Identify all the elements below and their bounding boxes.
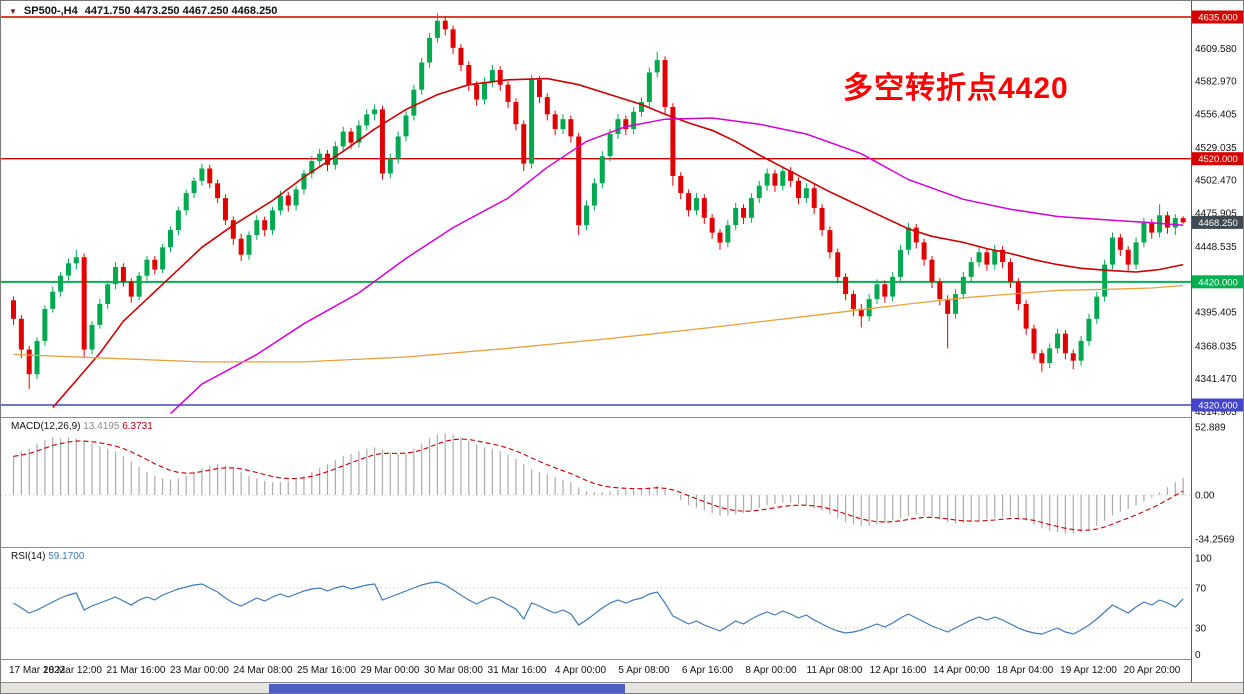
macd-histogram (1, 433, 1191, 534)
time-axis-label: 8 Apr 00:00 (745, 665, 797, 676)
time-axis-label: 29 Mar 00:00 (361, 665, 420, 676)
rsi-axis-tick: 0 (1195, 650, 1201, 661)
price-tag-4320 (1192, 398, 1243, 412)
price-tag-4320-text: 4320.000 (1198, 401, 1238, 412)
time-axis-label: 6 Apr 16:00 (682, 665, 734, 676)
current-price-tag (1192, 215, 1243, 229)
time-axis-label: 30 Mar 08:00 (424, 665, 483, 676)
macd-signal-value: 6.3731 (122, 421, 153, 432)
macd-axis-tick: 52.889 (1195, 423, 1226, 434)
price-axis-tick: 4314.905 (1195, 407, 1237, 418)
time-axis-label: 12 Apr 16:00 (870, 665, 927, 676)
candlestick-series (11, 13, 1186, 389)
time-axis-label: 4 Apr 00:00 (555, 665, 607, 676)
price-axis-tick: 4556.405 (1195, 109, 1237, 120)
price-axis-tick: 4609.580 (1195, 44, 1237, 55)
price-axis-tick: 4368.035 (1195, 341, 1237, 352)
price-hlines (1, 16, 1191, 406)
price-axis-tick: 4529.035 (1195, 143, 1237, 154)
ma-slow-line (13, 284, 1184, 363)
rsi-axis-tick: 100 (1195, 554, 1212, 565)
time-axis-label: 31 Mar 16:00 (488, 665, 547, 676)
annotation-text: 多空转折点4420 (843, 72, 1069, 105)
time-axis-label: 20 Apr 20:00 (1124, 665, 1181, 676)
macd-axis-tick: 0.00 (1195, 491, 1215, 502)
price-axis-tick: 4475.905 (1195, 209, 1237, 220)
rsi-name: RSI(14) (11, 551, 46, 562)
rsi-value: 59.1700 (48, 551, 85, 562)
rsi-line (13, 581, 1184, 635)
time-axis-label: 24 Mar 08:00 (234, 665, 293, 676)
time-axis-label: 5 Apr 08:00 (618, 665, 670, 676)
macd-label: MACD(12,26,9) 13.4195 6.3731 (11, 421, 153, 432)
macd-axis-tick: -34.2569 (1195, 535, 1235, 546)
current-price-tag-text: 4468.250 (1198, 218, 1238, 229)
rsi-label: RSI(14) 59.1700 (11, 551, 84, 562)
price-tag-4520-text: 4520.000 (1198, 154, 1238, 165)
price-tag-4520 (1192, 152, 1243, 166)
time-axis-label: 14 Apr 00:00 (933, 665, 990, 676)
macd-main-value: 13.4195 (83, 421, 120, 432)
price-axis-tick: 4502.470 (1195, 176, 1237, 187)
time-axis-label: 21 Mar 16:00 (107, 665, 166, 676)
time-axis-label: 19 Apr 12:00 (1060, 665, 1117, 676)
axis-strip (1191, 1, 1243, 683)
price-tag-4420-text: 4420.000 (1198, 277, 1238, 288)
macd-signal-line (13, 438, 1184, 531)
horizontal-scrollbar[interactable] (1, 682, 1243, 693)
time-axis-label: 17 Mar 2022 (9, 665, 66, 676)
ma-mid-line (169, 117, 1184, 415)
ohlc-values: 4471.750 4473.250 4467.250 4468.250 (84, 5, 278, 17)
time-axis-label: 11 Apr 08:00 (807, 665, 863, 676)
symbol-timeframe: SP500-,H4 (23, 5, 78, 17)
rsi-axis-tick: 30 (1195, 624, 1207, 635)
price-tag-4635 (1192, 10, 1243, 24)
time-axis-label: 25 Mar 16:00 (297, 665, 356, 676)
time-axis-label: 18 Apr 04:00 (997, 665, 1054, 676)
price-tag-4635-text: 4635.000 (1198, 13, 1238, 24)
chart-title: ▼ SP500-,H4 4471.750 4473.250 4467.250 4… (9, 5, 277, 17)
price-tag-4420 (1192, 275, 1243, 289)
symbol-marker-icon: ▼ (9, 6, 17, 16)
scrollbar-thumb[interactable] (269, 684, 625, 693)
rsi-axis-tick: 70 (1195, 584, 1207, 595)
price-axis-tick: 4448.535 (1195, 242, 1237, 253)
macd-name: MACD(12,26,9) (11, 421, 81, 432)
time-axis-label: 23 Mar 00:00 (170, 665, 229, 676)
price-axis-tick: 4341.470 (1195, 374, 1237, 385)
price-axis-tick: 4582.970 (1195, 77, 1237, 88)
price-axis-tick: 4395.405 (1195, 308, 1237, 319)
time-axis-label: 18 Mar 12:00 (43, 665, 102, 676)
